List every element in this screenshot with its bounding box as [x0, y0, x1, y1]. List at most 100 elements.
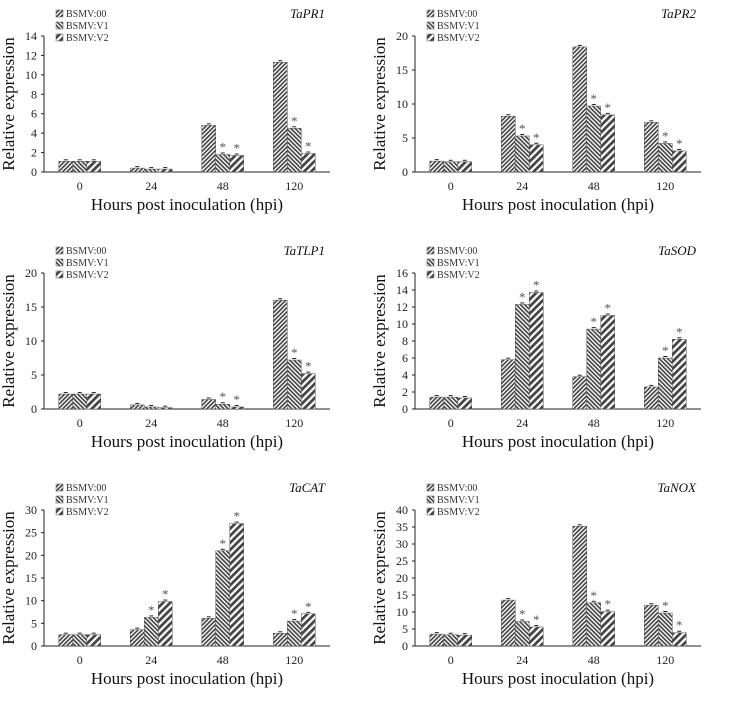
bar-BSMV:V2-24 [529, 626, 544, 647]
y-tick-label: 40 [396, 503, 408, 517]
chart-panel-TaCAT: 0 5 10 15 20 25 30 0 24 * * 48 * * 120 * * Hours post ino… [0, 480, 330, 688]
bar-BSMV:V2-24 [158, 168, 173, 173]
x-tick-label: 24 [516, 179, 528, 193]
bar-BSMV:V2-48 [229, 523, 244, 647]
significance-mark: * [519, 289, 526, 304]
y-tick-label: 10 [25, 334, 37, 348]
bar-BSMV:V1-48 [586, 105, 601, 173]
bar-BSMV:00-24 [130, 629, 145, 647]
y-tick-label: 10 [396, 317, 408, 331]
y-tick-label: 8 [402, 334, 408, 348]
significance-mark: * [533, 130, 540, 145]
legend-swatch [55, 21, 64, 30]
significance-mark: * [234, 392, 241, 407]
bar-BSMV:00-48 [201, 618, 216, 647]
bar-BSMV:V2-48 [229, 155, 244, 173]
x-axis-label: Hours post inoculation (hpi) [462, 669, 654, 688]
y-tick-label: 0 [31, 402, 37, 416]
significance-mark: * [591, 588, 598, 603]
y-tick-label: 10 [396, 605, 408, 619]
legend-label: BSMV:V1 [437, 495, 480, 506]
significance-mark: * [519, 121, 526, 136]
bar-BSMV:V1-24 [144, 168, 159, 173]
bar-BSMV:V1-48 [586, 602, 601, 647]
x-tick-label: 120 [285, 653, 303, 667]
y-tick-label: 15 [25, 300, 37, 314]
significance-mark: * [605, 597, 612, 612]
chart-title: TaPR2 [661, 6, 696, 21]
y-axis-label: Relative expression [0, 274, 18, 408]
significance-mark: * [220, 536, 227, 551]
bar-BSMV:00-120 [644, 122, 659, 173]
significance-mark: * [605, 100, 612, 115]
x-axis-label: Hours post inoculation (hpi) [91, 669, 283, 688]
significance-mark: * [234, 509, 241, 524]
x-tick-label: 120 [656, 416, 674, 430]
bar-BSMV:V1-120 [287, 359, 302, 410]
bar-BSMV:V1-120 [658, 612, 673, 647]
legend-swatch [426, 9, 435, 18]
legend-label: BSMV:00 [66, 246, 106, 257]
legend-label: BSMV:V2 [437, 33, 480, 44]
y-tick-label: 10 [396, 97, 408, 111]
bar-BSMV:V2-120 [672, 339, 687, 410]
y-axis-label: Relative expression [0, 37, 18, 171]
y-axis-label: Relative expression [371, 511, 389, 645]
x-axis-label: Hours post inoculation (hpi) [462, 195, 654, 214]
x-tick-label: 24 [516, 416, 528, 430]
x-tick-label: 24 [516, 653, 528, 667]
y-tick-label: 30 [396, 537, 408, 551]
bar-BSMV:00-48 [572, 376, 587, 410]
y-tick-label: 20 [25, 548, 37, 562]
legend-label: BSMV:V1 [437, 21, 480, 32]
bar-BSMV:V1-0 [72, 634, 87, 647]
y-tick-label: 6 [402, 351, 408, 365]
chart-panel-TaTLP1: 0 5 10 15 20 0 24 48 * * 120 * * Hours post inoculati… [0, 243, 330, 451]
y-tick-label: 12 [396, 300, 408, 314]
legend-swatch [55, 246, 64, 255]
x-axis-label: Hours post inoculation (hpi) [91, 195, 283, 214]
legend-swatch [426, 507, 435, 516]
y-tick-label: 15 [396, 63, 408, 77]
x-tick-label: 0 [77, 179, 83, 193]
bar-BSMV:00-24 [501, 115, 516, 173]
bar-BSMV:V2-24 [158, 601, 173, 647]
legend-swatch [55, 483, 64, 492]
bar-BSMV:00-48 [572, 46, 587, 173]
x-tick-label: 48 [217, 653, 229, 667]
chart-title: TaCAT [289, 480, 326, 495]
bar-BSMV:00-48 [572, 526, 587, 647]
x-tick-label: 120 [656, 653, 674, 667]
significance-mark: * [291, 606, 298, 621]
y-tick-label: 14 [25, 29, 37, 43]
y-tick-label: 15 [25, 571, 37, 585]
bar-BSMV:V2-24 [158, 407, 173, 410]
significance-mark: * [305, 139, 312, 154]
legend-label: BSMV:V1 [66, 258, 109, 269]
legend-swatch [426, 483, 435, 492]
bar-BSMV:V2-120 [301, 613, 316, 647]
bar-BSMV:V2-0 [457, 397, 472, 410]
bar-BSMV:V2-0 [86, 161, 101, 173]
bar-BSMV:V1-120 [287, 620, 302, 647]
significance-mark: * [533, 278, 540, 293]
significance-mark: * [662, 598, 669, 613]
bar-BSMV:00-120 [273, 61, 288, 173]
significance-mark: * [591, 314, 598, 329]
y-tick-label: 20 [396, 29, 408, 43]
x-tick-label: 24 [145, 416, 157, 430]
x-tick-label: 0 [77, 653, 83, 667]
y-tick-label: 0 [402, 639, 408, 653]
significance-mark: * [148, 602, 155, 617]
bar-BSMV:V1-24 [144, 617, 159, 647]
legend-label: BSMV:00 [437, 246, 477, 257]
bar-BSMV:00-0 [429, 633, 444, 647]
bar-BSMV:V2-0 [86, 393, 101, 410]
bar-BSMV:00-48 [201, 399, 216, 410]
y-axis-label: Relative expression [371, 37, 389, 171]
x-tick-label: 120 [285, 179, 303, 193]
significance-mark: * [662, 128, 669, 143]
bar-BSMV:V2-120 [672, 632, 687, 647]
chart-title: TaPR1 [290, 6, 325, 21]
bar-BSMV:V1-24 [515, 304, 530, 410]
